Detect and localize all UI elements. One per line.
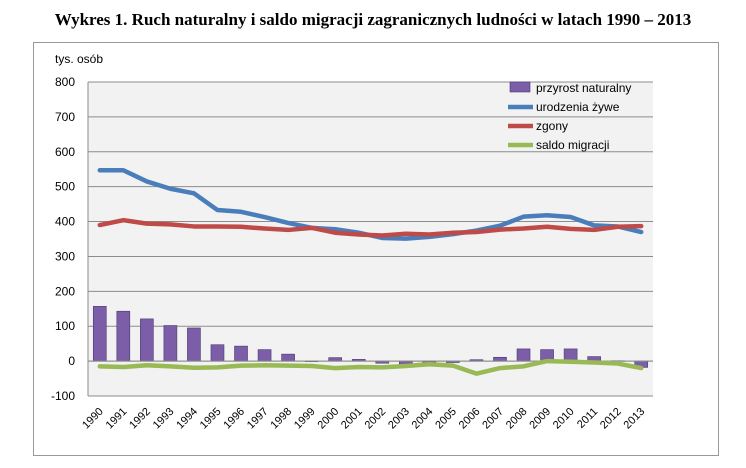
x-tick-label: 1990 bbox=[80, 406, 106, 432]
bar bbox=[140, 318, 154, 362]
bar bbox=[257, 349, 272, 362]
series-line bbox=[97, 217, 644, 238]
bar bbox=[92, 306, 107, 362]
x-tick-label: 2002 bbox=[363, 406, 389, 432]
bar bbox=[281, 353, 295, 362]
y-tick-label: 0 bbox=[68, 354, 75, 368]
bar bbox=[234, 345, 248, 362]
legend-label: przyrost naturalny bbox=[536, 81, 631, 95]
chart-frame bbox=[33, 42, 719, 456]
x-tick-label: 1997 bbox=[245, 406, 271, 432]
y-tick-label: 300 bbox=[55, 249, 75, 263]
x-tick-label: 2013 bbox=[622, 406, 648, 432]
legend-label: saldo migracji bbox=[536, 138, 609, 152]
x-tick-label: 1993 bbox=[151, 406, 177, 432]
x-tick-label: 2007 bbox=[480, 406, 506, 432]
y-tick-label: 400 bbox=[55, 215, 75, 229]
y-tick-label: 800 bbox=[55, 75, 75, 89]
bar bbox=[328, 357, 342, 362]
bar bbox=[210, 344, 225, 362]
y-axis-label: tys. osób bbox=[55, 52, 103, 66]
bar bbox=[187, 327, 201, 362]
bar bbox=[516, 348, 531, 362]
plot-area bbox=[88, 82, 653, 396]
x-tick-label: 2001 bbox=[339, 406, 365, 432]
x-tick-label: 2000 bbox=[316, 406, 342, 432]
bar bbox=[163, 325, 178, 362]
y-tick-label: 100 bbox=[55, 319, 75, 333]
legend-swatch bbox=[509, 81, 531, 93]
chart-title: Wykres 1. Ruch naturalny i saldo migracj… bbox=[54, 10, 692, 29]
x-tick-label: 1996 bbox=[221, 406, 247, 432]
x-tick-label: 2010 bbox=[551, 406, 577, 432]
legend-label: zgony bbox=[536, 119, 568, 133]
y-tick-label: 700 bbox=[55, 110, 75, 124]
x-tick-label: 2012 bbox=[598, 406, 624, 432]
x-tick-label: 2005 bbox=[433, 406, 459, 432]
y-tick-label: 200 bbox=[55, 284, 75, 298]
bar bbox=[116, 310, 131, 362]
x-tick-label: 2006 bbox=[457, 406, 483, 432]
x-tick-label: 1994 bbox=[174, 406, 200, 432]
y-tick-label: -100 bbox=[51, 389, 75, 403]
x-tick-label: 2004 bbox=[410, 406, 436, 432]
x-tick-label: 1991 bbox=[104, 406, 130, 432]
legend-label: urodzenia żywe bbox=[536, 100, 620, 114]
x-tick-label: 2003 bbox=[386, 406, 412, 432]
y-tick-label: 600 bbox=[55, 145, 75, 159]
x-tick-label: 1998 bbox=[268, 406, 294, 432]
series-line bbox=[97, 358, 644, 376]
x-tick-label: 1995 bbox=[198, 406, 224, 432]
x-tick-label: 1992 bbox=[127, 406, 153, 432]
x-tick-label: 1999 bbox=[292, 406, 318, 432]
bar bbox=[493, 356, 507, 362]
x-tick-label: 2008 bbox=[504, 406, 530, 432]
x-tick-label: 2009 bbox=[527, 406, 553, 432]
bar bbox=[563, 348, 578, 362]
y-tick-label: 500 bbox=[55, 180, 75, 194]
x-tick-label: 2011 bbox=[575, 406, 600, 431]
